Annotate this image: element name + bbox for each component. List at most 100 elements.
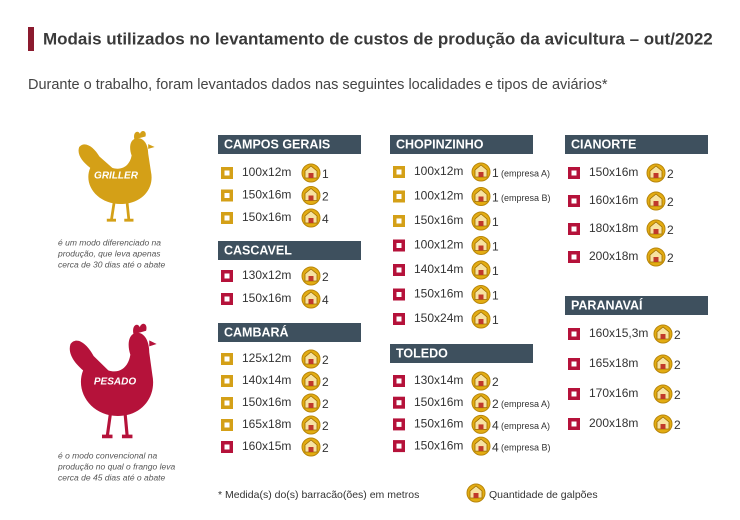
group-name: PARANAVAÍ [571, 297, 643, 312]
icon-door [308, 299, 314, 304]
modal-marker-inner [224, 356, 230, 362]
item-count: 2 [674, 418, 681, 432]
item-count: 1 [492, 264, 499, 278]
item-size: 150x16m [242, 188, 291, 202]
item-count: 4 [322, 212, 329, 226]
subtitle: Durante o trabalho, foram levantados dad… [28, 77, 608, 93]
icon-door [473, 493, 479, 498]
modal-marker-inner [571, 391, 577, 397]
icon-door [478, 245, 484, 251]
title-bar [28, 27, 34, 51]
icon-barn [474, 438, 488, 452]
item-count: 2 [322, 441, 329, 455]
group-name: CAMPOS GERAIS [224, 137, 330, 151]
item-note: (empresa A) [501, 168, 550, 178]
footer-legend: Quantidade de galpões [489, 489, 598, 501]
barn-icon [646, 219, 666, 239]
item-count: 2 [667, 251, 674, 265]
modal-description: é o modo convencional na [58, 450, 158, 460]
item-size: 150x16m [242, 291, 291, 305]
icon-barn [474, 188, 488, 202]
item-count: 2 [667, 195, 674, 209]
item-size: 140x14m [242, 373, 291, 387]
item-count: 2 [667, 223, 674, 237]
icon-door [308, 381, 314, 386]
barn-icon [301, 437, 321, 457]
item-count: 1 [492, 166, 499, 180]
group-name: CASCAVEL [224, 243, 292, 257]
icon-barn [304, 395, 318, 409]
modal-marker-inner [396, 218, 402, 224]
barn-icon [301, 186, 321, 205]
chicken-beak [149, 340, 157, 347]
modal-description: produção, que leva apenas [57, 248, 161, 258]
item-count: 2 [674, 388, 681, 402]
group-header [565, 296, 708, 315]
chicken [78, 131, 155, 222]
icon-door [308, 359, 314, 364]
group-header [218, 135, 361, 154]
icon-door [308, 276, 314, 281]
item-count: 1 [492, 191, 499, 205]
icon-door [478, 446, 484, 452]
icon-door [478, 172, 484, 177]
modal-marker-inner [571, 198, 577, 204]
icon-door [308, 425, 314, 430]
modal-marker-inner [396, 194, 402, 199]
modal-marker-inner [571, 254, 577, 260]
item-size: 160x15,3m [589, 326, 648, 340]
icon-door [478, 402, 484, 408]
icon-door [660, 394, 666, 399]
barn-icon [301, 289, 321, 309]
group-header [218, 323, 361, 342]
item-size: 100x12m [414, 238, 463, 252]
barn-icon [301, 266, 321, 286]
icon-door [653, 229, 659, 234]
modal-marker-inner [224, 215, 230, 221]
barn-icon [646, 247, 666, 267]
barn-icon [471, 260, 491, 280]
icon-door [308, 173, 314, 178]
icon-door [653, 201, 659, 206]
chicken-body [69, 332, 154, 416]
item-count: 2 [492, 397, 499, 411]
item-size: 150x16m [242, 210, 291, 224]
chicken-legs [106, 201, 134, 222]
icon-barn [304, 373, 318, 387]
modal-description: é um modo diferenciado na [58, 237, 161, 247]
modal-marker-inner [396, 267, 402, 273]
item-size: 150x16m [414, 438, 463, 452]
modal-marker-inner [571, 226, 577, 232]
item-size: 200x18m [589, 416, 638, 430]
barn-icon [301, 349, 321, 369]
icon-barn [649, 249, 663, 263]
icon-door [478, 294, 484, 300]
modal-marker-inner [396, 292, 402, 297]
item-size: 150x16m [242, 395, 291, 409]
group-header [390, 344, 533, 363]
icon-door [653, 173, 659, 178]
barn-icon [466, 483, 486, 503]
barn-icon [471, 371, 491, 391]
icon-door [653, 257, 659, 262]
barn-icon [301, 415, 321, 435]
barn-icon [471, 236, 491, 255]
modal-marker-inner [224, 422, 230, 428]
item-size: 150x16m [414, 395, 463, 409]
modal-marker-inner [571, 421, 577, 427]
barn-icon [653, 354, 673, 374]
group-name: TOLEDO [396, 346, 448, 360]
icon-barn [649, 193, 663, 207]
item-count: 2 [674, 328, 681, 342]
item-count: 2 [322, 270, 329, 284]
item-count: 1 [492, 313, 499, 327]
modal-marker-inner [224, 400, 230, 406]
modal-marker-inner [396, 421, 402, 427]
item-size: 150x16m [414, 417, 463, 431]
icon-door [308, 403, 314, 408]
group-header [390, 135, 533, 154]
item-size: 100x12m [414, 189, 463, 203]
item-size: 170x16m [589, 386, 638, 400]
barn-icon [301, 393, 321, 413]
item-count: 2 [322, 419, 329, 433]
